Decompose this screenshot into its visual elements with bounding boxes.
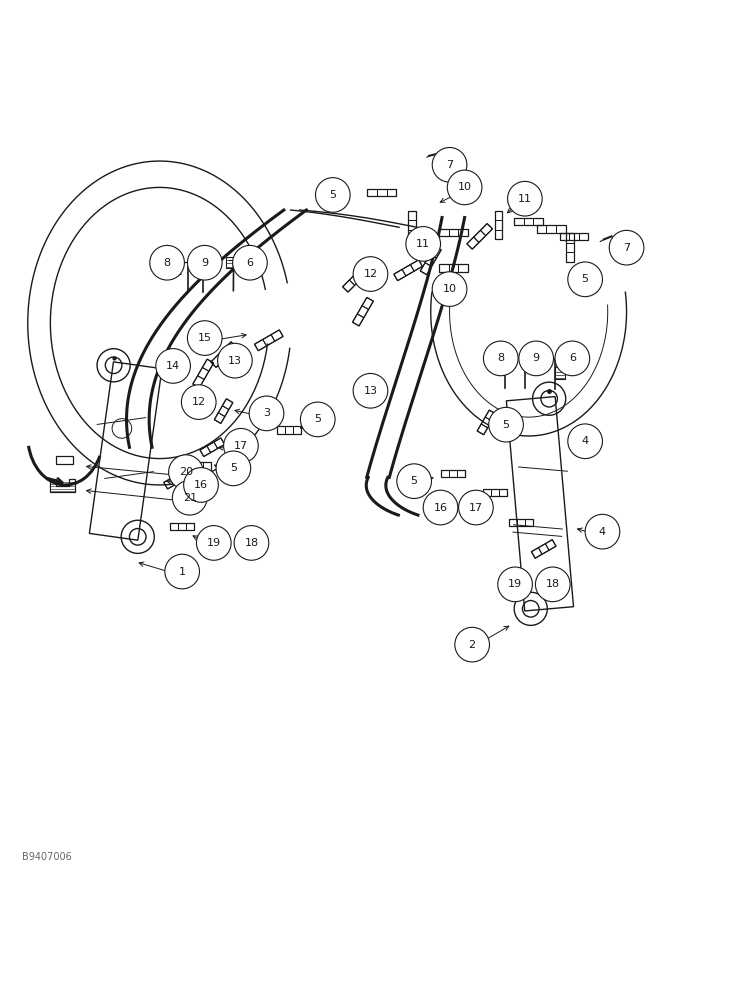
- Text: 10: 10: [442, 284, 457, 294]
- Text: 4: 4: [599, 527, 606, 537]
- Text: 6: 6: [569, 353, 576, 363]
- Text: 12: 12: [364, 269, 377, 279]
- Text: 9: 9: [533, 353, 540, 363]
- Text: 16: 16: [194, 480, 208, 490]
- Circle shape: [187, 321, 222, 355]
- Circle shape: [353, 373, 388, 408]
- Circle shape: [459, 490, 493, 525]
- Text: 11: 11: [518, 194, 532, 204]
- Circle shape: [169, 455, 203, 489]
- Text: 5: 5: [330, 190, 336, 200]
- Text: 5: 5: [230, 463, 237, 473]
- Circle shape: [249, 396, 284, 431]
- Circle shape: [432, 147, 467, 182]
- Text: 13: 13: [228, 356, 242, 366]
- Text: 19: 19: [206, 538, 221, 548]
- Text: 7: 7: [446, 160, 453, 170]
- Circle shape: [423, 490, 458, 525]
- Text: 5: 5: [581, 274, 589, 284]
- Text: 15: 15: [198, 333, 212, 343]
- Circle shape: [150, 245, 184, 280]
- Text: 8: 8: [163, 258, 171, 268]
- Text: 6: 6: [246, 258, 253, 268]
- Text: 8: 8: [497, 353, 504, 363]
- Circle shape: [497, 567, 532, 602]
- Circle shape: [218, 343, 253, 378]
- Circle shape: [568, 424, 603, 459]
- Text: 5: 5: [411, 476, 417, 486]
- Text: 12: 12: [192, 397, 206, 407]
- Circle shape: [165, 554, 200, 589]
- Text: 9: 9: [201, 258, 209, 268]
- Circle shape: [156, 349, 191, 383]
- Circle shape: [187, 245, 222, 280]
- Circle shape: [455, 627, 489, 662]
- Circle shape: [406, 227, 441, 261]
- Text: 20: 20: [179, 467, 193, 477]
- Circle shape: [300, 402, 335, 437]
- Circle shape: [184, 468, 218, 502]
- Circle shape: [483, 341, 518, 376]
- Circle shape: [224, 428, 259, 463]
- Text: 11: 11: [417, 239, 430, 249]
- Circle shape: [234, 526, 269, 560]
- Text: 19: 19: [508, 579, 522, 589]
- Text: 7: 7: [623, 243, 630, 253]
- Circle shape: [568, 262, 603, 297]
- Text: 17: 17: [469, 503, 483, 513]
- Text: 21: 21: [183, 493, 197, 503]
- Circle shape: [585, 514, 620, 549]
- Text: 2: 2: [469, 640, 476, 650]
- Circle shape: [507, 181, 542, 216]
- Circle shape: [397, 464, 432, 498]
- Circle shape: [315, 178, 350, 212]
- Text: 17: 17: [234, 441, 248, 451]
- Circle shape: [535, 567, 570, 602]
- Text: 18: 18: [546, 579, 559, 589]
- Text: 10: 10: [457, 182, 472, 192]
- Text: 3: 3: [263, 408, 270, 418]
- Circle shape: [353, 257, 388, 291]
- Circle shape: [172, 480, 207, 515]
- Text: 4: 4: [581, 436, 589, 446]
- Circle shape: [519, 341, 553, 376]
- Circle shape: [609, 230, 644, 265]
- Text: 16: 16: [433, 503, 448, 513]
- Circle shape: [488, 407, 523, 442]
- Text: 18: 18: [244, 538, 259, 548]
- Text: 5: 5: [314, 414, 321, 424]
- Circle shape: [432, 272, 467, 306]
- Text: B9407006: B9407006: [23, 852, 73, 862]
- Circle shape: [216, 451, 251, 486]
- Text: 14: 14: [166, 361, 180, 371]
- Text: 13: 13: [364, 386, 377, 396]
- Circle shape: [233, 245, 268, 280]
- Text: 1: 1: [178, 567, 186, 577]
- Circle shape: [555, 341, 590, 376]
- Circle shape: [197, 526, 231, 560]
- Text: 5: 5: [503, 420, 510, 430]
- Circle shape: [448, 170, 482, 205]
- Circle shape: [181, 385, 216, 419]
